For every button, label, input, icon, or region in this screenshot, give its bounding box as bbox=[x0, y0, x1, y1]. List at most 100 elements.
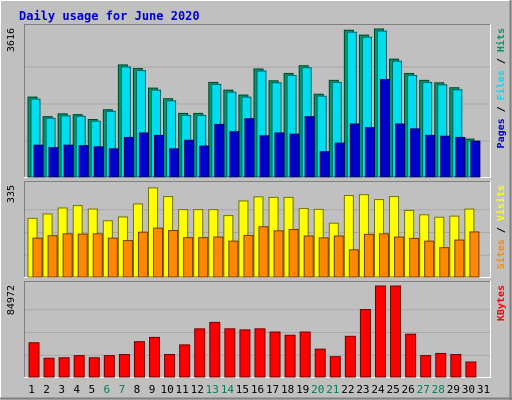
x-tick-label-16: 16 bbox=[251, 383, 264, 396]
x-tick-label-6: 6 bbox=[104, 383, 111, 396]
x-tick-label-17: 17 bbox=[266, 383, 279, 396]
panel-1-bar-pages-day-1 bbox=[33, 144, 44, 178]
panel-1-legend: Pages / Files / Hits bbox=[495, 28, 507, 148]
panel-1-bar-pages-day-4 bbox=[78, 145, 89, 178]
panel-1-bar-pages-day-6 bbox=[108, 148, 119, 178]
panel-1-bar-pages-day-18 bbox=[289, 133, 300, 178]
x-tick-label-9: 9 bbox=[149, 383, 156, 396]
panel-3-bar-kbytes-day-18 bbox=[284, 334, 296, 378]
panel-3-bar-kbytes-day-4 bbox=[73, 355, 85, 378]
panel-3-bar-kbytes-day-7 bbox=[118, 354, 130, 378]
panel-2-bar-sites-day-10 bbox=[168, 230, 179, 278]
panel-1-bar-pages-day-11 bbox=[184, 139, 195, 178]
panel-2-bar-sites-day-27 bbox=[424, 240, 435, 278]
panel-1-ymax-label: 3616 bbox=[6, 28, 17, 52]
panel-3-bar-kbytes-day-3 bbox=[58, 357, 70, 378]
panel-1-bar-pages-day-29 bbox=[455, 136, 466, 178]
panel-2-bar-sites-day-7 bbox=[122, 240, 133, 278]
x-tick-label-27: 27 bbox=[417, 383, 430, 396]
panel-3-bar-kbytes-day-2 bbox=[43, 357, 55, 378]
x-tick-label-1: 1 bbox=[28, 383, 35, 396]
x-tick-label-18: 18 bbox=[281, 383, 294, 396]
panel-1-bar-pages-day-30 bbox=[470, 140, 481, 178]
panel-2-bar-sites-day-25 bbox=[394, 236, 405, 278]
panel-2-bar-sites-day-12 bbox=[198, 237, 209, 278]
panel-3-bar-kbytes-day-25 bbox=[390, 285, 402, 378]
panel-1-bar-pages-day-8 bbox=[138, 132, 149, 178]
panel-3-bar-kbytes-day-20 bbox=[314, 348, 326, 378]
panel-2-legend-visits: Visits bbox=[495, 185, 507, 221]
panel-2-bar-sites-day-14 bbox=[228, 240, 239, 278]
panel-1-legend-pages: Pages bbox=[496, 118, 507, 148]
panel-2-bar-sites-day-23 bbox=[363, 233, 374, 278]
panel-3-bar-kbytes-day-14 bbox=[224, 328, 236, 378]
panel-2-bar-sites-day-21 bbox=[333, 235, 344, 278]
panel-3-bar-kbytes-day-5 bbox=[88, 357, 100, 378]
panel-1-bar-pages-day-21 bbox=[334, 142, 345, 178]
x-tick-label-5: 5 bbox=[88, 383, 95, 396]
chart-title: Daily usage for June 2020 bbox=[19, 9, 200, 23]
panel-2-bar-sites-day-30 bbox=[469, 231, 480, 278]
panel-2-bar-sites-day-9 bbox=[153, 227, 164, 278]
x-tick-label-23: 23 bbox=[356, 383, 369, 396]
panel-3-bar-kbytes-day-9 bbox=[149, 336, 161, 378]
panel-3-bar-kbytes-day-26 bbox=[405, 333, 417, 378]
panel-3-bar-kbytes-day-15 bbox=[239, 329, 251, 378]
panel-1-bar-pages-day-27 bbox=[425, 134, 436, 178]
panel-1-bar-pages-day-20 bbox=[319, 151, 330, 178]
x-tick-label-7: 7 bbox=[119, 383, 126, 396]
panel-2-bar-sites-day-24 bbox=[378, 233, 389, 278]
panel-1-bar-pages-day-3 bbox=[63, 144, 74, 178]
panel-1-bar-pages-day-23 bbox=[364, 127, 375, 178]
panel-2-bar-sites-day-2 bbox=[47, 235, 58, 278]
panel-2-bar-sites-day-4 bbox=[77, 233, 88, 278]
panel-3-bar-kbytes-day-17 bbox=[269, 331, 281, 378]
x-tick-label-22: 22 bbox=[341, 383, 354, 396]
x-tick-label-30: 30 bbox=[462, 383, 475, 396]
panel-2-legend: Sites / Visits bbox=[495, 185, 507, 269]
panel-3-legend: KBytes bbox=[496, 285, 507, 321]
panel-3-bar-kbytes-day-22 bbox=[344, 335, 356, 378]
panel-2-bar-sites-day-17 bbox=[273, 230, 284, 278]
panel-2-bar-sites-day-22 bbox=[348, 249, 359, 278]
panel-2-bar-sites-day-28 bbox=[439, 247, 450, 278]
x-tick-label-12: 12 bbox=[191, 383, 204, 396]
panel-2-legend-separator: / bbox=[496, 221, 507, 239]
panel-3-bar-kbytes-day-23 bbox=[359, 309, 371, 378]
panel-1-bar-pages-day-14 bbox=[229, 131, 240, 178]
panel-2-bar-sites-day-19 bbox=[303, 235, 314, 278]
x-tick-label-24: 24 bbox=[371, 383, 385, 396]
panel-3-bar-kbytes-day-1 bbox=[28, 342, 40, 378]
x-tick-label-2: 2 bbox=[43, 383, 50, 396]
panel-2-bar-sites-day-15 bbox=[243, 234, 254, 278]
x-tick-label-14: 14 bbox=[221, 383, 235, 396]
panel-1-bar-pages-day-15 bbox=[244, 118, 255, 178]
panel-1-bar-pages-day-25 bbox=[395, 123, 406, 178]
panel-3-bar-kbytes-day-16 bbox=[254, 328, 266, 378]
panel-2-bar-sites-day-20 bbox=[318, 237, 329, 278]
x-tick-label-25: 25 bbox=[386, 383, 399, 396]
panel-1-bar-pages-day-22 bbox=[349, 123, 360, 178]
x-tick-label-15: 15 bbox=[236, 383, 249, 396]
panel-1-legend-separator: / bbox=[496, 100, 507, 118]
panel-1-bar-pages-day-13 bbox=[214, 123, 225, 178]
panel-2-legend-sites: Sites bbox=[495, 239, 507, 269]
panel-1-legend-separator: / bbox=[496, 52, 507, 70]
x-tick-label-29: 29 bbox=[447, 383, 460, 396]
x-tick-label-21: 21 bbox=[326, 383, 339, 396]
panel-3-bar-kbytes-day-13 bbox=[209, 321, 221, 378]
panel-1-bar-pages-day-16 bbox=[259, 135, 270, 178]
x-tick-label-26: 26 bbox=[402, 383, 415, 396]
panel-1-bar-pages-day-9 bbox=[154, 134, 165, 178]
panel-3-bar-kbytes-day-10 bbox=[164, 354, 176, 378]
panel-3-bar-kbytes-day-21 bbox=[329, 356, 341, 378]
panel-3-bar-kbytes-day-29 bbox=[450, 354, 462, 378]
x-tick-label-10: 10 bbox=[160, 383, 173, 396]
panel-1-bar-pages-day-28 bbox=[440, 135, 451, 178]
x-tick-label-31: 31 bbox=[477, 383, 490, 396]
panel-3-bar-kbytes-day-28 bbox=[435, 352, 447, 378]
panel-1-legend-hits: Hits bbox=[495, 28, 507, 52]
panel-2-bar-sites-day-5 bbox=[92, 233, 103, 278]
